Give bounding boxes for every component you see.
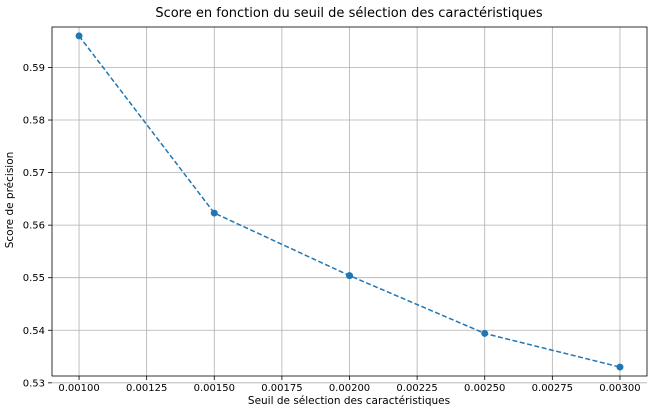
x-axis-label: Seuil de sélection des caractéristiques (248, 395, 450, 407)
x-tick-label: 0.00250 (464, 383, 505, 394)
data-point (75, 32, 83, 40)
data-point (346, 272, 353, 280)
x-tick-label: 0.00150 (194, 383, 235, 394)
x-tick-label: 0.00225 (396, 383, 437, 394)
data-point (616, 363, 624, 371)
x-tick-label: 0.00175 (261, 383, 302, 394)
data-point (481, 329, 489, 337)
chart-title: Score en fonction du seuil de sélection … (155, 6, 543, 21)
y-axis-ticks: 0.53 0.54 0.55 0.56 0.57 0.58 0.59 (23, 63, 52, 389)
y-tick-label: 0.55 (23, 273, 45, 284)
y-tick-label: 0.54 (23, 326, 45, 337)
y-tick-label: 0.57 (23, 168, 45, 179)
x-tick-label: 0.00125 (126, 383, 167, 394)
y-tick-label: 0.53 (23, 378, 45, 389)
y-tick-label: 0.58 (23, 116, 45, 127)
plot-frame (51, 26, 648, 377)
x-tick-label: 0.00275 (532, 383, 573, 394)
data-point (210, 209, 218, 217)
x-axis-ticks: 0.00100 0.00125 0.00150 0.00175 0.00200 0.002… (58, 376, 641, 394)
x-tick-label: 0.00200 (329, 383, 370, 394)
y-tick-label: 0.59 (23, 63, 45, 74)
y-axis-label: Score de précision (4, 152, 16, 249)
y-tick-label: 0.56 (23, 221, 45, 232)
x-tick-label: 0.00100 (58, 383, 99, 394)
x-tick-label: 0.00300 (599, 383, 640, 394)
grid-lines (52, 27, 647, 384)
series-line (75, 32, 624, 371)
